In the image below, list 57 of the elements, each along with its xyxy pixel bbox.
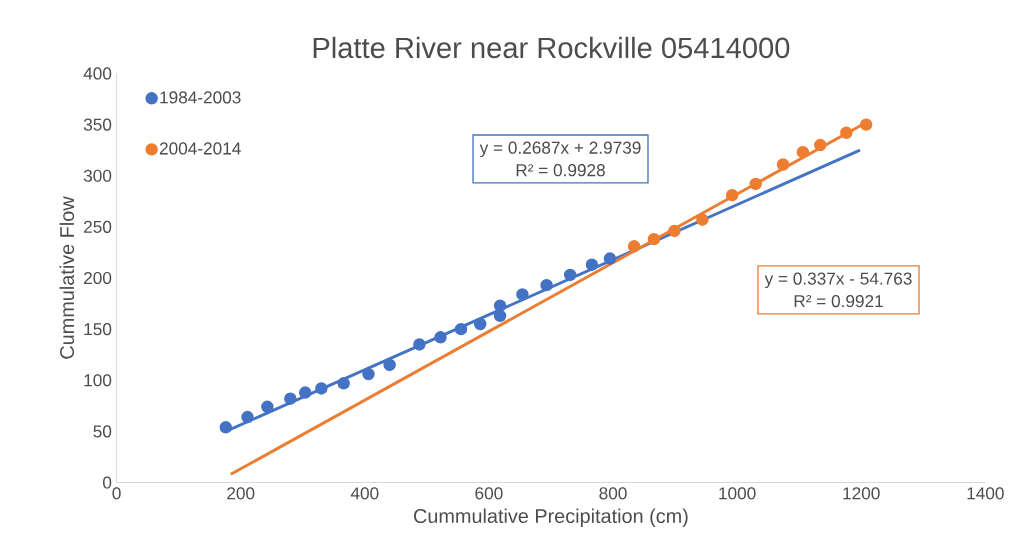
point (284, 392, 297, 405)
y-tick-label: 300 (83, 169, 112, 182)
legend-label: 1984-2003 (160, 91, 241, 104)
point (493, 309, 507, 323)
point (540, 278, 553, 292)
point (796, 146, 810, 159)
point (859, 118, 873, 131)
x-tick-label: 1000 (719, 487, 756, 500)
point (454, 322, 468, 336)
point (473, 317, 487, 331)
point (383, 358, 396, 372)
annotation: y = 0.2687x + 2.9739 (479, 141, 641, 158)
x-tick-label: 1400 (967, 487, 1004, 500)
y-tick-label: 100 (84, 374, 112, 387)
point (219, 421, 233, 434)
y-tick-label: 150 (84, 323, 112, 336)
point (261, 400, 274, 414)
annotation: R² = 0.9928 (516, 164, 605, 177)
x-tick-label: 800 (599, 487, 627, 500)
x-tick-label: 200 (227, 487, 255, 500)
point (493, 299, 507, 312)
x-tick-label: 0 (112, 487, 121, 500)
y-axis-title: Cummulative Flow (59, 196, 75, 359)
point (696, 213, 709, 226)
annotation: y = 0.337x - 54.763 (764, 272, 912, 289)
y-tick-label: 50 (93, 425, 112, 438)
point (749, 177, 762, 191)
point (627, 240, 641, 253)
point (814, 138, 827, 152)
point (298, 386, 312, 399)
point (434, 331, 447, 344)
point (413, 338, 426, 351)
x-axis-title: Cummulative Precipitation (cm) (414, 508, 688, 527)
point (725, 188, 739, 202)
point (337, 377, 350, 390)
point (840, 126, 853, 140)
y-tick-label: 200 (84, 271, 112, 285)
annotation: R² = 0.9921 (794, 295, 883, 308)
point (516, 288, 529, 301)
chart-title: Platte River near Rockville 05414000 (313, 36, 790, 59)
point (563, 268, 577, 282)
x-tick-label: 600 (475, 487, 503, 500)
point (776, 158, 790, 171)
point (585, 258, 599, 271)
y-tick-label: 350 (83, 118, 112, 131)
point (241, 410, 254, 424)
point (315, 382, 328, 395)
y-tick-label: 400 (83, 67, 112, 80)
legend-label: 2004-2014 (159, 142, 241, 155)
x-tick-label: 400 (350, 487, 379, 500)
point (647, 232, 661, 246)
point (603, 252, 617, 265)
point (362, 367, 375, 381)
y-tick-label: 250 (84, 220, 112, 233)
y-tick-label: 0 (102, 476, 112, 489)
point (668, 224, 681, 238)
x-tick-label: 1200 (843, 487, 880, 500)
